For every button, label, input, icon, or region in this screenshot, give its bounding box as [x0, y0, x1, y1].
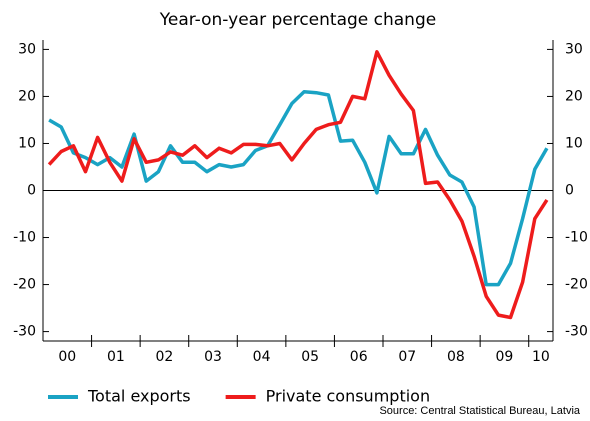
x-tick-label: 10 — [532, 349, 550, 365]
y2-tick-label: -10 — [565, 230, 588, 246]
x-tick-label: 07 — [398, 349, 416, 365]
x-tick-label: 00 — [58, 349, 76, 365]
y-tick-label: -20 — [13, 277, 36, 293]
y2-tick-label: -30 — [565, 324, 588, 340]
x-tick-label: 03 — [204, 349, 222, 365]
x-tick-label: 01 — [107, 349, 125, 365]
source: Source: Central Statistical Bureau, Latv… — [379, 405, 580, 417]
y2-tick-label: 0 — [565, 183, 574, 199]
legend-label: Private consumption — [266, 387, 430, 406]
x-tick-label: 05 — [301, 349, 319, 365]
x-tick-label: 02 — [156, 349, 174, 365]
y2-tick-label: 10 — [565, 135, 583, 151]
y2-tick-label: -20 — [565, 277, 588, 293]
y2-tick-label: 20 — [565, 88, 583, 104]
x-tick-label: 08 — [447, 349, 465, 365]
x-tick-label: 09 — [496, 349, 514, 365]
x-tick-label: 06 — [350, 349, 368, 365]
series-line — [47, 50, 549, 320]
chart-subtitle: Year-on-year percentage change — [159, 10, 436, 30]
y-tick-label: 0 — [27, 183, 36, 199]
legend-label: Total exports — [87, 387, 191, 406]
y-tick-label: -30 — [13, 324, 36, 340]
y2-tick-label: 30 — [565, 41, 583, 57]
x-tick-label: 04 — [253, 349, 271, 365]
y-tick-label: 20 — [18, 88, 36, 104]
y-tick-label: -10 — [13, 230, 36, 246]
y-tick-label: 10 — [18, 135, 36, 151]
y-tick-label: 30 — [18, 41, 36, 57]
